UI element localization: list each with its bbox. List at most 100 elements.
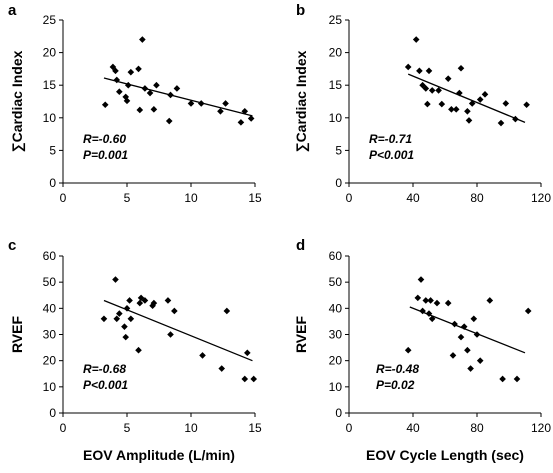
x-axis-label: EOV Amplitude (L/min) (83, 447, 235, 463)
y-axis-label: RVEF (293, 316, 309, 354)
data-point (121, 323, 128, 330)
data-point (416, 67, 423, 75)
data-point (404, 346, 412, 354)
data-point (422, 297, 430, 304)
stats-annotation: P=0.001 (83, 148, 128, 162)
x-tick-label: 15 (248, 421, 262, 435)
data-point (241, 375, 249, 383)
data-point (112, 276, 119, 283)
y-axis-label: ∑Cardiac Index (293, 50, 310, 152)
y-tick-label: 40 (43, 301, 57, 315)
data-point (438, 100, 446, 108)
y-tick-label: 40 (329, 301, 343, 315)
panel-label: d (296, 237, 305, 254)
data-point (448, 106, 455, 113)
data-point (464, 107, 471, 115)
data-point (425, 67, 433, 75)
y-tick-label: 10 (43, 380, 57, 394)
data-point (223, 307, 231, 315)
data-point (173, 85, 181, 92)
data-point (444, 299, 452, 307)
data-point (451, 320, 458, 328)
data-point (452, 106, 460, 113)
x-tick-label: 0 (346, 421, 353, 435)
data-point (417, 276, 425, 283)
data-point (165, 117, 173, 125)
stats-annotation: R=-0.48 (376, 362, 419, 376)
data-point (241, 107, 249, 115)
y-tick-label: 15 (43, 78, 57, 92)
stats-annotation: P=0.02 (376, 378, 415, 392)
x-tick-label: 120 (531, 191, 551, 205)
data-point (424, 100, 431, 108)
data-point (465, 117, 473, 124)
data-point (141, 85, 149, 92)
data-point (136, 299, 144, 307)
y-tick-label: 0 (335, 406, 342, 420)
x-tick-label: 5 (124, 191, 131, 205)
data-point (435, 87, 442, 94)
data-point (197, 100, 205, 107)
y-tick-label: 60 (329, 249, 343, 263)
data-point (476, 357, 484, 364)
data-point (476, 96, 484, 103)
data-point (112, 67, 119, 75)
data-point (460, 323, 468, 330)
y-tick-label: 0 (49, 406, 56, 420)
data-point (502, 100, 510, 107)
y-tick-label: 20 (329, 46, 343, 60)
x-tick-label: 0 (60, 191, 67, 205)
y-tick-label: 30 (43, 328, 57, 342)
data-point (101, 101, 109, 109)
data-point (150, 299, 158, 307)
data-point (250, 375, 258, 383)
panel-b: b 0 5 10 15 20 25 0 40 80 120 ∑Cardiac Index R=-0.71… (293, 2, 551, 205)
y-axis-label: ∑Cardiac Index (9, 50, 26, 152)
data-point (199, 352, 206, 359)
data-point (123, 97, 131, 105)
data-point (164, 297, 172, 304)
y-tick-label: 10 (43, 111, 57, 125)
x-axis-label: EOV Cycle Length (sec) (366, 447, 524, 463)
data-point (127, 68, 135, 76)
stats-annotation: R=-0.60 (83, 132, 126, 146)
y-tick-label: 0 (335, 176, 342, 190)
data-point (167, 91, 174, 99)
data-point (428, 315, 436, 323)
panel-d: d 0 10 20 30 40 50 60 0 40 80 120 RVEF EOV Cycle Leng… (293, 237, 551, 463)
data-point (139, 36, 146, 43)
x-tick-label: 5 (124, 421, 131, 435)
data-point (126, 297, 133, 304)
data-point (100, 315, 108, 323)
panel-c: c 0 10 20 30 40 50 60 0 5 10 15 RVEF EOV Amplitude (L… (8, 237, 262, 463)
x-tick-label: 80 (470, 421, 484, 435)
y-tick-label: 60 (43, 249, 57, 263)
panel-label: b (296, 2, 305, 19)
data-point (404, 63, 412, 71)
data-point (523, 101, 530, 109)
data-point (456, 89, 463, 97)
data-point (433, 299, 441, 307)
data-point (124, 81, 132, 89)
data-point (524, 307, 532, 315)
data-point (187, 100, 195, 107)
data-point (473, 331, 481, 338)
data-point (412, 36, 420, 43)
data-point (428, 87, 436, 94)
y-tick-label: 25 (329, 13, 343, 27)
data-point (136, 106, 144, 114)
x-tick-label: 15 (248, 191, 262, 205)
y-tick-label: 10 (329, 380, 343, 394)
data-point (116, 310, 123, 317)
data-point (513, 375, 521, 383)
regression-line (407, 73, 526, 123)
data-point (150, 106, 158, 113)
y-tick-label: 20 (329, 354, 343, 368)
data-point (137, 294, 145, 302)
data-point (167, 331, 174, 338)
data-point (468, 100, 476, 107)
data-point (512, 115, 519, 123)
data-point (217, 107, 224, 115)
y-tick-label: 15 (329, 78, 343, 92)
